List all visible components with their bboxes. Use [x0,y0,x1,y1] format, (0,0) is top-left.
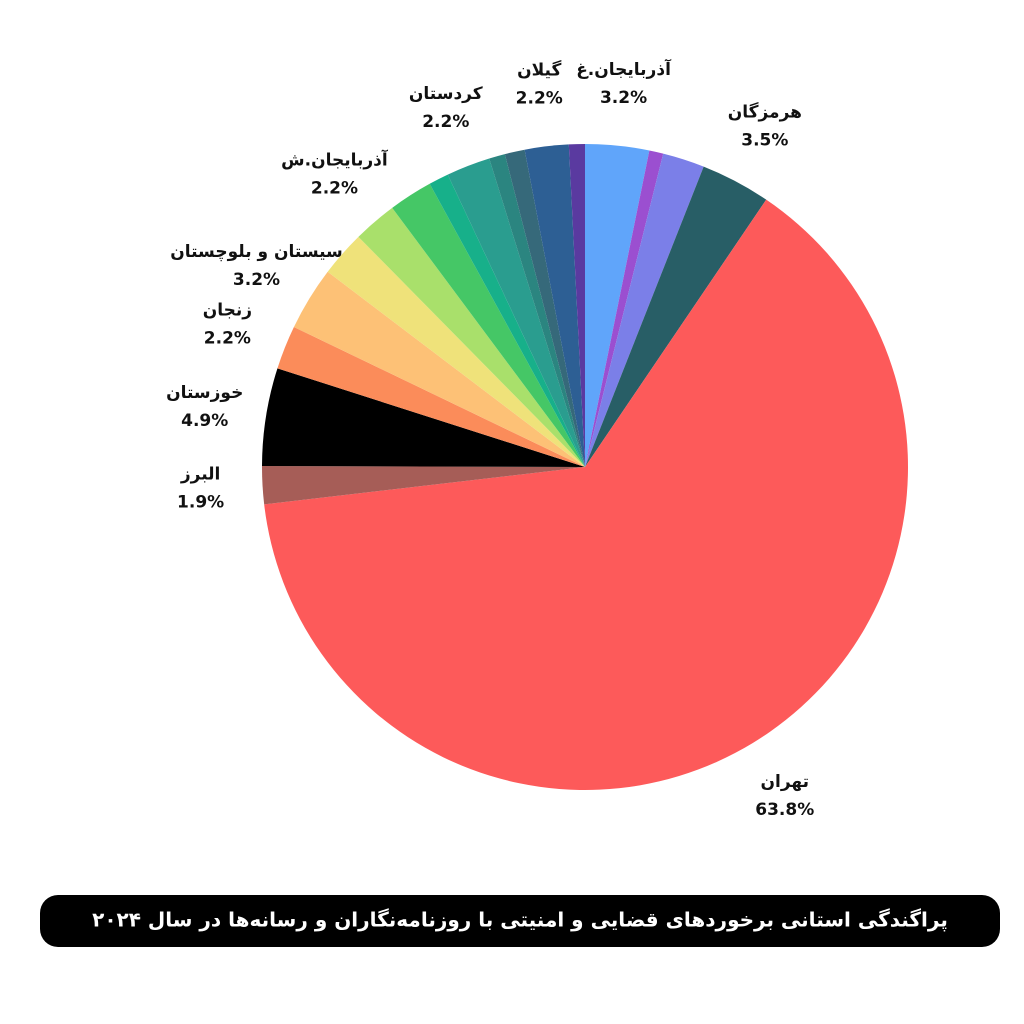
slice-label: هرمزگان [728,102,802,123]
value-label: 2.2% [311,179,358,199]
pie-slice [293,271,585,467]
value-label: 3.2% [600,88,647,108]
value-label: 2.2% [516,89,563,109]
chart-title: پراگندگی استانی برخوردهای قضایی و امنیتی… [92,908,948,933]
pie-slice [358,207,585,467]
pie-slice [262,368,585,467]
value-label: 3.5% [741,131,788,151]
value-label: 4.9% [181,411,228,431]
slice-label: آذربایجان.ش [281,149,389,171]
slice-label: گیلان [517,60,561,81]
pie-slice [585,150,664,467]
pie-slice [277,326,585,467]
value-label: 2.2% [204,328,251,348]
pie-slice [489,154,585,468]
slice-label: زنجان [203,300,252,320]
pie-slice [264,199,908,791]
pie-slice [429,174,585,467]
pie-slice [568,144,585,467]
pie-slice [262,465,585,505]
pie-slice [585,166,767,467]
value-label: 63.8% [755,800,814,820]
pie-slice [447,158,585,467]
slice-label: آذربایجان.غ [576,58,672,80]
pie-slice [524,144,585,467]
value-label: 3.2% [233,270,280,290]
slice-label: خوزستان [166,383,243,403]
slice-label: البرز [180,465,221,485]
slice-label: سیستان و بلوچستان [170,242,343,262]
pie-slice [327,236,585,467]
slice-label: کردستان [409,84,483,104]
pie-slice [504,149,585,467]
value-label: 2.2% [422,112,469,132]
value-label: 1.9% [177,493,224,513]
pie-slice [392,183,585,467]
pie-slice [585,144,650,467]
pie-slice [585,153,704,467]
title-bar [40,895,1000,947]
slice-label: تهران [761,772,810,792]
